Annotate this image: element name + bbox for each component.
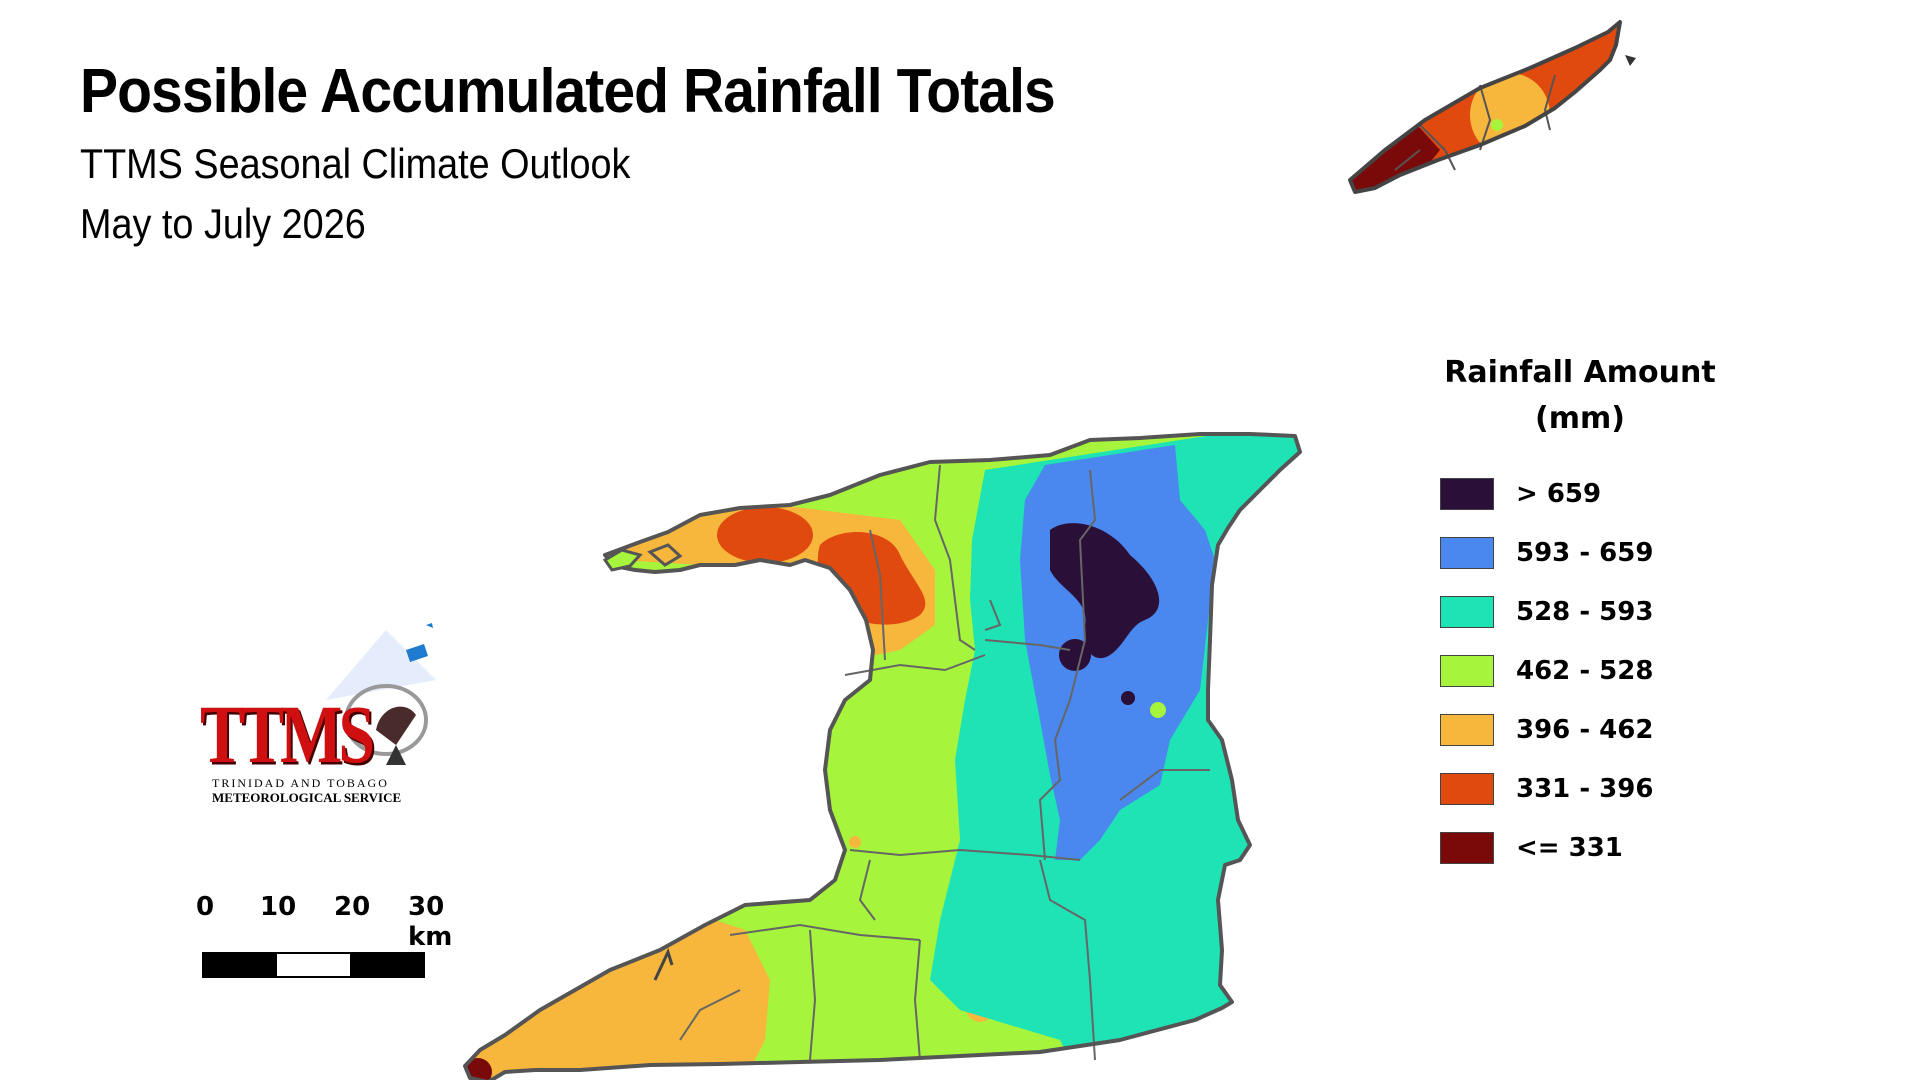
legend-label: 528 - 593 [1516, 596, 1654, 627]
legend-item: 528 - 593 [1440, 582, 1720, 641]
legend-swatch [1440, 477, 1494, 510]
legend-swatch [1440, 713, 1494, 746]
legend-label: 593 - 659 [1516, 537, 1654, 568]
trinidad-island [463, 432, 1302, 1080]
scale-bar-graphic [202, 952, 425, 978]
ttms-logo: TTMS TRINIDAD AND TOBAGO METEOROLOGICAL … [196, 620, 486, 810]
scale-tick-20: 20 [334, 892, 371, 922]
ttms-logo-icon [326, 623, 436, 765]
legend-list: > 659 593 - 659 528 - 593 462 - 528 396 - 46… [1440, 464, 1720, 877]
scale-tick-0: 0 [196, 892, 215, 922]
scale-bar: 0 10 20 30 km [196, 892, 496, 982]
legend-swatch [1440, 595, 1494, 628]
page-subtitle: TTMS Seasonal Climate Outlook [80, 140, 631, 187]
legend: Rainfall Amount (mm) > 659 593 - 659 528 -… [1440, 350, 1720, 877]
legend-title: Rainfall Amount (mm) [1444, 355, 1716, 436]
legend-label: 396 - 462 [1516, 714, 1654, 745]
legend-item: 331 - 396 [1440, 759, 1720, 818]
tobago-island [1348, 20, 1636, 194]
logo-line1: TRINIDAD AND TOBAGO [212, 776, 389, 790]
legend-label: 462 - 528 [1516, 655, 1654, 686]
logo-line2: METEOROLOGICAL SERVICE [212, 790, 402, 805]
legend-item: 396 - 462 [1440, 700, 1720, 759]
page-title: Possible Accumulated Rainfall Totals [80, 57, 1056, 126]
forecast-period: May to July 2026 [80, 200, 366, 247]
legend-label: <= 331 [1516, 832, 1623, 863]
legend-swatch [1440, 831, 1494, 864]
legend-swatch [1440, 654, 1494, 687]
legend-swatch [1440, 536, 1494, 569]
legend-item: 593 - 659 [1440, 523, 1720, 582]
legend-item: 462 - 528 [1440, 641, 1720, 700]
legend-label: > 659 [1516, 478, 1602, 509]
legend-item: <= 331 [1440, 818, 1720, 877]
legend-swatch [1440, 772, 1494, 805]
legend-label: 331 - 396 [1516, 773, 1654, 804]
legend-item: > 659 [1440, 464, 1720, 523]
scale-tick-10: 10 [260, 892, 297, 922]
scale-tick-30: 30 km [408, 892, 453, 952]
logo-acronym: TTMS [200, 689, 375, 781]
